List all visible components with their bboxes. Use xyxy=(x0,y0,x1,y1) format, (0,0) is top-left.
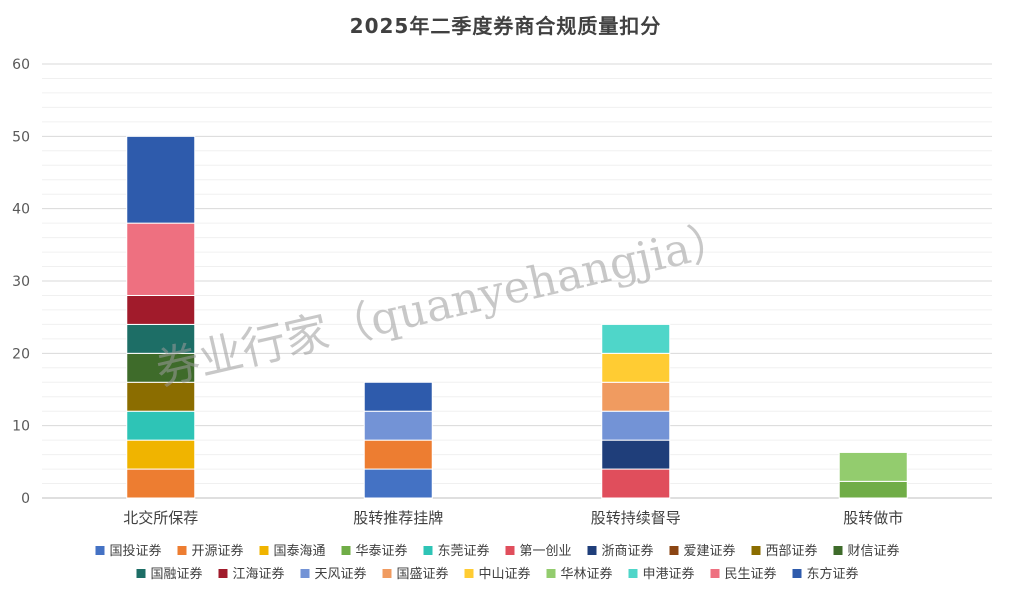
y-tick-label: 20 xyxy=(12,346,30,362)
legend-swatch xyxy=(177,546,187,555)
y-tick-label: 50 xyxy=(12,129,30,145)
bar-segment xyxy=(126,294,196,325)
x-category-label: 股转做市 xyxy=(843,509,903,527)
legend-swatch xyxy=(710,569,720,578)
legend-label: 国泰海通 xyxy=(274,544,326,559)
legend-label: 国融证券 xyxy=(151,566,203,582)
y-tick-label: 60 xyxy=(12,57,30,73)
bar-segment xyxy=(363,381,433,412)
legend-swatch xyxy=(382,569,392,578)
gridlines xyxy=(42,63,992,499)
legend-label: 申港证券 xyxy=(643,566,695,582)
chart-title: 2025年二季度券商合规质量扣分 xyxy=(349,14,662,38)
y-tick-label: 10 xyxy=(12,419,30,435)
bar-segment xyxy=(601,323,671,354)
bar-segment xyxy=(363,410,433,441)
y-tick-label: 40 xyxy=(12,202,30,218)
legend-swatch xyxy=(136,569,146,578)
legend-label: 华泰证券 xyxy=(356,543,408,559)
bar-segment xyxy=(601,410,671,441)
x-category-label: 北交所保荐 xyxy=(123,509,198,527)
bar-segment xyxy=(363,439,433,470)
bar-segment xyxy=(126,468,196,499)
legend-swatch xyxy=(792,569,802,578)
bar-segment xyxy=(601,352,671,383)
y-tick-label: 0 xyxy=(21,491,30,507)
legend-swatch xyxy=(833,546,843,555)
x-axis: 北交所保荐 股转推荐挂牌 股转持续督导 股转做市 xyxy=(123,509,903,527)
legend-label: 民生证券 xyxy=(725,566,777,582)
x-category-label: 股转持续督导 xyxy=(591,509,681,527)
bar-segment xyxy=(601,468,671,499)
legend-swatch xyxy=(505,546,515,555)
legend-label: 浙商证券 xyxy=(602,543,654,559)
legend-label: 国投证券 xyxy=(110,543,162,559)
y-axis: 0 10 20 30 40 50 60 xyxy=(12,57,30,507)
bar-segment xyxy=(126,135,196,224)
legend-label: 西部证券 xyxy=(766,543,818,559)
legend: 国投证券 开源证券 国泰海通 华泰证券 东莞证券 第一创业 浙商证券 爱建证券 西部证券 财信证券… xyxy=(95,543,900,582)
legend-swatch xyxy=(628,569,638,578)
legend-label: 第一创业 xyxy=(520,544,572,559)
bar-segment xyxy=(126,222,196,296)
bar-segment xyxy=(126,323,196,354)
bar-segment xyxy=(126,352,196,383)
bar-segment xyxy=(126,410,196,441)
legend-label: 华林证券 xyxy=(561,566,613,582)
legend-swatch xyxy=(341,546,351,555)
bar-segment xyxy=(601,439,671,470)
legend-swatch xyxy=(669,546,679,555)
legend-label: 国盛证券 xyxy=(397,566,449,582)
legend-label: 东莞证券 xyxy=(438,543,490,559)
legend-label: 东方证券 xyxy=(807,566,859,582)
bar-segment xyxy=(838,451,908,482)
bar-segment xyxy=(601,381,671,412)
bars xyxy=(126,135,908,499)
legend-swatch xyxy=(300,569,310,578)
legend-label: 中山证券 xyxy=(479,566,531,582)
legend-swatch xyxy=(423,546,433,555)
legend-label: 爱建证券 xyxy=(684,543,736,559)
legend-swatch xyxy=(464,569,474,578)
legend-label: 开源证券 xyxy=(192,543,244,559)
bar-segment xyxy=(838,480,908,499)
legend-swatch xyxy=(546,569,556,578)
legend-swatch xyxy=(751,546,761,555)
legend-label: 财信证券 xyxy=(848,543,900,559)
legend-swatch xyxy=(95,546,105,555)
y-tick-label: 30 xyxy=(12,274,30,290)
legend-swatch xyxy=(587,546,597,555)
legend-label: 天风证券 xyxy=(315,566,367,582)
bar-segment xyxy=(363,468,433,499)
legend-swatch xyxy=(218,569,228,578)
bar-segment xyxy=(126,439,196,470)
x-category-label: 股转推荐挂牌 xyxy=(353,509,443,527)
legend-label: 江海证券 xyxy=(233,566,285,582)
legend-swatch xyxy=(259,546,269,555)
